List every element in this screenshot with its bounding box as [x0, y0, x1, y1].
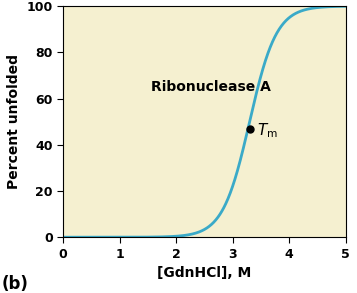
Text: (b): (b) — [2, 275, 29, 293]
Text: $T_\mathrm{m}$: $T_\mathrm{m}$ — [257, 122, 278, 140]
Y-axis label: Percent unfolded: Percent unfolded — [7, 54, 21, 189]
Text: Ribonuclease A: Ribonuclease A — [151, 80, 271, 94]
X-axis label: [GdnHCl], M: [GdnHCl], M — [157, 266, 252, 280]
